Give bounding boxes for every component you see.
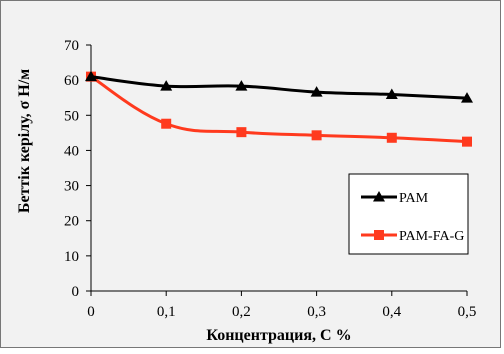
line-chart: 0 10 20 30 40 50 60 70 0 0,1 0,2 0,3 0,4 0,5 Беттік … bbox=[16, 38, 476, 344]
y-tick-label: 50 bbox=[64, 108, 79, 124]
x-tick-label: 0,2 bbox=[232, 304, 251, 320]
legend-label: PAM-FA-G bbox=[399, 229, 464, 244]
data-point-pam bbox=[385, 88, 398, 100]
data-point-pam bbox=[235, 80, 248, 91]
data-point-pam bbox=[160, 80, 173, 91]
data-point-pam-fa-g bbox=[161, 118, 172, 129]
y-tick-label: 70 bbox=[64, 38, 79, 54]
series-line-pam-fa-g bbox=[90, 75, 468, 144]
chart-frame: 0 10 20 30 40 50 60 70 0 0,1 0,2 0,3 0,4 0,5 Беттік … bbox=[0, 0, 501, 348]
series-layer bbox=[85, 70, 473, 147]
y-tick-label: 60 bbox=[64, 73, 79, 89]
legend-label: PAM bbox=[399, 191, 429, 206]
legend-item-pam: PAM bbox=[361, 191, 429, 206]
y-axis-title: Беттік керілу, σ Н/м bbox=[16, 69, 33, 213]
data-point-pam-fa-g bbox=[386, 132, 397, 143]
x-tick-label: 0,1 bbox=[157, 304, 176, 320]
x-tick-label: 0,5 bbox=[458, 304, 477, 320]
series-line-pam bbox=[90, 75, 468, 100]
legend-swatch-marker bbox=[374, 230, 384, 240]
data-point-pam-fa-g bbox=[462, 136, 472, 147]
chart-legend: PAM PAM-FA-G bbox=[348, 173, 469, 255]
y-axis-ticks: 0 10 20 30 40 50 60 70 bbox=[64, 38, 91, 300]
data-point-pam-fa-g bbox=[311, 130, 322, 141]
y-tick-label: 40 bbox=[64, 143, 79, 159]
legend-box bbox=[348, 173, 469, 255]
legend-item-pam-fa-g: PAM-FA-G bbox=[361, 229, 464, 244]
x-axis-title: Концентрация, С % bbox=[206, 327, 351, 344]
legend-items: PAM PAM-FA-G bbox=[361, 191, 464, 244]
data-point-pam-fa-g bbox=[236, 127, 247, 138]
data-point-pam bbox=[310, 86, 323, 97]
legend-swatch-marker bbox=[373, 191, 385, 202]
x-tick-label: 0,3 bbox=[307, 304, 326, 320]
x-axis-ticks: 0 0,1 0,2 0,3 0,4 0,5 bbox=[87, 291, 476, 320]
y-tick-label: 0 bbox=[72, 284, 80, 300]
data-point-pam bbox=[461, 92, 473, 103]
y-tick-label: 10 bbox=[64, 249, 79, 265]
x-tick-label: 0 bbox=[87, 304, 95, 320]
series-pam bbox=[85, 70, 473, 103]
y-tick-label: 30 bbox=[64, 179, 79, 195]
chart-axes bbox=[90, 45, 467, 292]
data-point-pam bbox=[85, 70, 97, 82]
y-tick-label: 20 bbox=[64, 214, 79, 230]
x-tick-label: 0,4 bbox=[382, 304, 401, 320]
